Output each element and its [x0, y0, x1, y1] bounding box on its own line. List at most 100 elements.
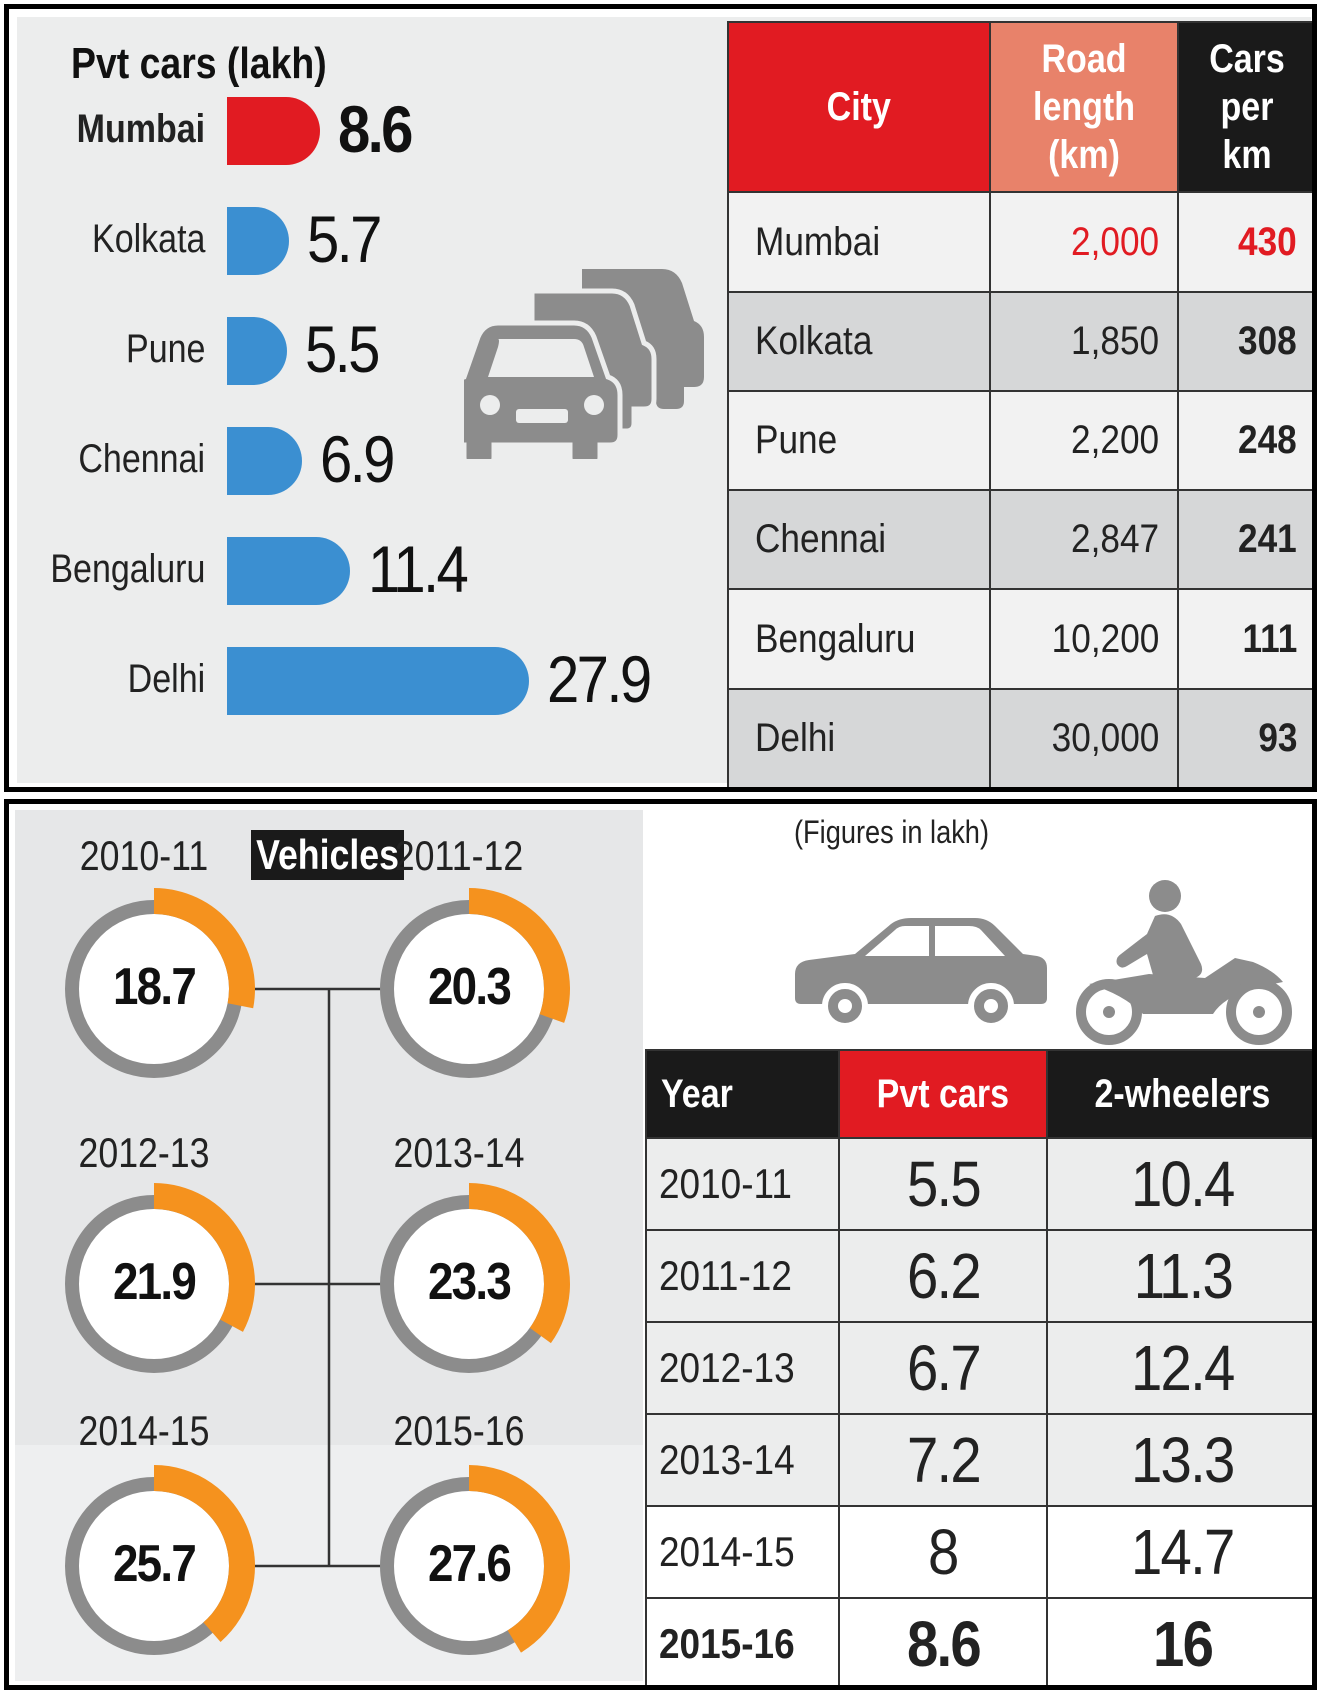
bar	[227, 647, 529, 715]
cell-text: Pune	[755, 418, 838, 463]
bar	[227, 97, 321, 165]
year-cell: 2013-14	[645, 1413, 840, 1507]
city-cell: Mumbai	[727, 191, 991, 293]
donut-segment	[154, 1183, 255, 1332]
donut-value-label: 25.7	[112, 1535, 197, 1593]
donut-value-label: 23.3	[427, 1253, 512, 1311]
table-row: 2010-11 5.5 10.4	[645, 1137, 1312, 1231]
cars-per-km-cell: 308	[1177, 290, 1312, 392]
two-wheelers-cell: 13.3	[1046, 1413, 1312, 1507]
vehicles-panel: Vehicles 2010-11 18.7 2011-12 20.3 2012-13 21…	[4, 799, 1317, 1690]
year-cell: 2012-13	[645, 1321, 840, 1415]
donut-segment	[469, 888, 570, 1023]
cars-per-km-cell: 241	[1177, 489, 1312, 591]
bar-value-label: 5.7	[306, 202, 382, 276]
cell-text: Mumbai	[755, 219, 881, 264]
table-row: 2013-14 7.2 13.3	[645, 1413, 1312, 1507]
pvt-cars-cell: 7.2	[838, 1413, 1048, 1507]
city-cars-panel: Pvt cars (lakh) Mumbai 8.6 Kolkata 5.7 Pune 5…	[4, 4, 1317, 792]
table-row: 2011-12 6.2 11.3	[645, 1229, 1312, 1323]
two-wheelers-cell: 12.4	[1046, 1321, 1312, 1415]
donut-chart	[380, 888, 570, 1078]
header-two-wheelers: 2-wheelers	[1046, 1049, 1312, 1139]
cell-text: 11.3	[1133, 1240, 1233, 1312]
table-row: Delhi 30,000 93	[727, 687, 1312, 787]
road-length-cell: 2,200	[989, 389, 1179, 492]
bar-value-label: 5.5	[304, 312, 380, 386]
cars-per-km-cell: 430	[1177, 191, 1312, 293]
bar-label: Delhi	[127, 657, 205, 701]
bar	[227, 427, 302, 495]
table-row: Bengaluru 10,200 111	[727, 588, 1312, 690]
cars-per-km-cell: 111	[1177, 588, 1312, 690]
bar-value-label: 6.9	[319, 422, 395, 496]
table-row: 2015-16 8.6 16	[645, 1597, 1312, 1685]
cell-text: Chennai	[755, 517, 887, 562]
cell-text: Delhi	[755, 715, 836, 760]
pvt-cars-cell: 8	[838, 1505, 1048, 1599]
cell-text: 7.2	[906, 1424, 981, 1496]
table-row: Pune 2,200 248	[727, 389, 1312, 492]
two-wheelers-cell: 16	[1046, 1597, 1312, 1685]
cell-text: 10.4	[1131, 1148, 1235, 1220]
cell-text: 241	[1238, 517, 1297, 562]
cars-per-km-cell: 248	[1177, 389, 1312, 492]
pvt-cars-cell: 6.2	[838, 1229, 1048, 1323]
cell-text: 14.7	[1131, 1516, 1235, 1588]
road-length-cell: 10,200	[989, 588, 1179, 690]
donut-value-label: 18.7	[112, 958, 197, 1016]
donut-segment	[154, 1465, 255, 1642]
donut-year-label: 2012-13	[78, 1129, 210, 1176]
road-length-cell: 2,000	[989, 191, 1179, 293]
donut-chart	[65, 888, 255, 1078]
year-cell: 2014-15	[645, 1505, 840, 1599]
city-table: City Road length (km) Cars per km Mumbai…	[727, 20, 1312, 787]
city-cell: Delhi	[727, 687, 991, 787]
donut-year-label: 2011-12	[394, 832, 524, 879]
donut-segment	[469, 1183, 570, 1344]
bar-label: Chennai	[78, 437, 205, 481]
two-wheelers-cell: 11.3	[1046, 1229, 1312, 1323]
bar-label: Kolkata	[91, 217, 205, 261]
bar	[227, 537, 351, 605]
road-length-cell: 1,850	[989, 290, 1179, 392]
pvt-cars-cell: 5.5	[838, 1137, 1048, 1231]
cell-text: 2013-14	[659, 1436, 795, 1483]
table-row: Chennai 2,847 241	[727, 489, 1312, 591]
city-cell: Bengaluru	[727, 588, 991, 690]
cars-traffic-icon	[464, 269, 704, 459]
cell-text: 111	[1242, 616, 1297, 661]
figures-note: (Figures in lakh)	[794, 814, 989, 850]
cell-text: 12.4	[1131, 1332, 1235, 1404]
bar	[227, 317, 287, 385]
cell-text: 2011-12	[659, 1252, 792, 1299]
bar-value-label: 27.9	[547, 642, 652, 716]
cell-text: 308	[1238, 318, 1297, 363]
cell-text: 13.3	[1131, 1424, 1235, 1496]
donut-value-label: 21.9	[112, 1253, 197, 1311]
donut-year-label: 2010-11	[79, 832, 209, 879]
header-road-length: Road length (km)	[989, 20, 1179, 194]
donut-chart	[380, 1183, 570, 1373]
city-cell: Pune	[727, 389, 991, 492]
header-year: Year	[645, 1049, 840, 1139]
cell-text: 2010-11	[659, 1160, 792, 1207]
donut-chart	[65, 1465, 255, 1655]
table-row: Mumbai 2,000 430	[727, 191, 1312, 293]
cell-text: 6.7	[906, 1332, 981, 1404]
city-cell: Chennai	[727, 489, 991, 591]
cell-text: 8.6	[906, 1608, 981, 1680]
donut-value-label: 27.6	[427, 1535, 512, 1593]
city-cell: Kolkata	[727, 290, 991, 392]
cell-text: 30,000	[1051, 715, 1159, 760]
bar	[227, 207, 289, 275]
cell-text: 2015-16	[659, 1620, 795, 1667]
car-icon	[795, 918, 1047, 1029]
cell-text: 16	[1152, 1608, 1214, 1680]
donut-year-label: 2015-16	[393, 1407, 525, 1454]
cell-text: 430	[1238, 219, 1297, 264]
bar-label: Pune	[125, 327, 205, 371]
road-length-cell: 30,000	[989, 687, 1179, 787]
cell-text: 2,000	[1070, 219, 1159, 264]
pvt-cars-cell: 6.7	[838, 1321, 1048, 1415]
